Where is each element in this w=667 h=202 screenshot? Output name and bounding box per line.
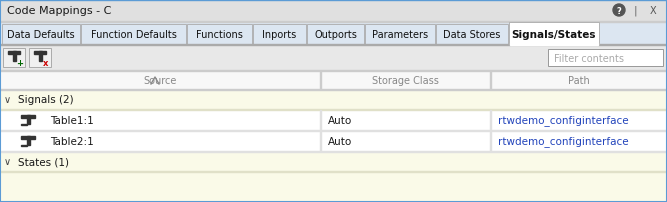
Bar — [0, 109, 667, 110]
Bar — [0, 23, 667, 45]
Bar — [21, 124, 27, 125]
Bar — [0, 130, 667, 131]
Bar — [0, 45, 667, 46]
Bar — [0, 0, 667, 1]
Text: Source: Source — [143, 76, 177, 86]
Bar — [490, 110, 491, 130]
Bar — [0, 89, 667, 90]
Bar — [34, 52, 46, 55]
Text: ∨: ∨ — [3, 157, 11, 167]
Bar — [490, 72, 491, 89]
Bar — [320, 72, 321, 89]
Bar — [0, 171, 667, 172]
Bar — [320, 110, 321, 130]
Bar — [0, 22, 667, 23]
Bar — [320, 131, 321, 151]
Bar — [27, 136, 29, 145]
Text: Data Stores: Data Stores — [444, 30, 501, 40]
Text: rtwdemo_configinterface: rtwdemo_configinterface — [498, 136, 628, 147]
Bar — [2, 25, 80, 45]
Text: Signals (2): Signals (2) — [18, 95, 73, 105]
Text: Table1:1: Table1:1 — [50, 115, 94, 125]
Bar — [3, 49, 25, 68]
Bar — [0, 46, 667, 71]
Text: Storage Class: Storage Class — [372, 76, 438, 86]
Bar — [510, 44, 598, 46]
Bar — [0, 0, 667, 22]
Text: Auto: Auto — [328, 136, 352, 146]
Bar — [81, 25, 186, 45]
Bar — [0, 172, 667, 202]
Circle shape — [613, 5, 625, 17]
Bar — [0, 152, 667, 171]
Bar — [187, 25, 252, 45]
Bar — [13, 52, 16, 62]
Bar — [0, 110, 667, 130]
Bar — [21, 136, 35, 139]
Text: States (1): States (1) — [18, 157, 69, 167]
Text: X: X — [650, 6, 656, 16]
Text: ?: ? — [616, 6, 622, 15]
Bar — [0, 151, 667, 152]
Bar — [27, 115, 29, 124]
Text: Inports: Inports — [262, 30, 297, 40]
Text: Auto: Auto — [328, 115, 352, 125]
Bar — [0, 71, 667, 72]
Text: Outports: Outports — [314, 30, 357, 40]
Bar — [21, 145, 27, 146]
Text: Signals/States: Signals/States — [512, 30, 596, 40]
Text: Function Defaults: Function Defaults — [91, 30, 177, 40]
Text: |: | — [633, 6, 637, 16]
Bar — [21, 115, 35, 118]
Text: rtwdemo_configinterface: rtwdemo_configinterface — [498, 115, 628, 126]
Text: Data Defaults: Data Defaults — [7, 30, 75, 40]
Text: Functions: Functions — [196, 30, 243, 40]
Text: Code Mappings - C: Code Mappings - C — [7, 6, 111, 16]
Bar — [436, 25, 508, 45]
Bar — [548, 50, 663, 67]
Bar — [0, 90, 667, 109]
Bar — [29, 49, 51, 68]
Text: x: x — [43, 59, 49, 68]
Bar — [490, 131, 491, 151]
Text: Parameters: Parameters — [372, 30, 428, 40]
Bar — [509, 23, 599, 45]
Text: Path: Path — [568, 76, 590, 86]
Bar — [253, 25, 306, 45]
Text: ∨: ∨ — [3, 95, 11, 105]
Bar — [365, 25, 435, 45]
Bar — [307, 25, 364, 45]
Text: Table2:1: Table2:1 — [50, 136, 94, 146]
Bar — [8, 52, 20, 55]
Bar — [0, 131, 667, 151]
Bar — [39, 52, 42, 62]
Text: +: + — [17, 59, 23, 68]
Text: Filter contents: Filter contents — [554, 53, 624, 63]
Bar — [0, 72, 667, 89]
